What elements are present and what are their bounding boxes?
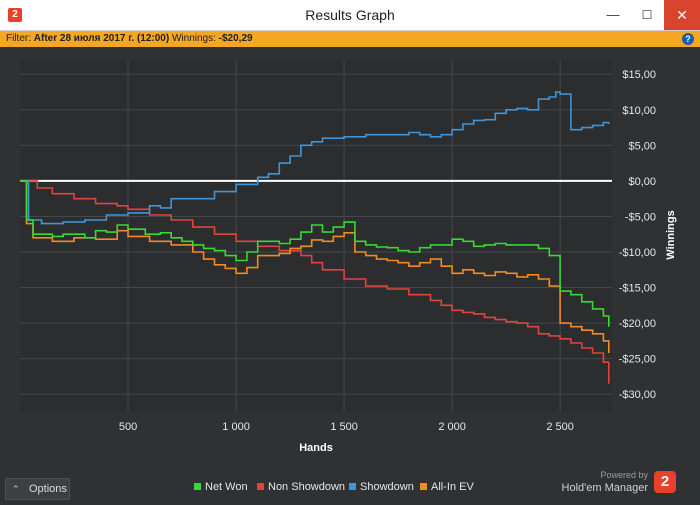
x-tick-label: 1 000 [222,421,250,433]
legend-swatch-net-won [194,483,201,490]
legend-label-net-won: Net Won [205,481,248,493]
legend-swatch-showdown [349,483,356,490]
minimize-icon[interactable]: — [606,7,620,22]
legend-item-net-won[interactable]: Net Won [194,479,248,495]
legend-item-non-showdown[interactable]: Non Showdown [257,479,345,495]
options-button[interactable]: ⌃ Options [5,478,70,500]
series-line-all-in-ev [20,180,610,353]
series-lines [20,91,610,384]
y-axis-label: Winnings [665,210,677,259]
brand-name: Hold'em Manager [561,482,648,494]
x-tick-label: 500 [119,421,137,433]
y-tick-label: -$30,00 [619,389,656,401]
filter-prefix: Filter: [6,33,34,44]
window-title: Results Graph [305,7,395,23]
options-label: Options [29,483,67,495]
hm-logo-icon: 2 [654,471,676,493]
x-tick-label: 2 000 [438,421,466,433]
y-axis-ticks: $15,00 $10,00 $5,00 $0,00 -$5,00 -$10,00 -$15,… [619,69,656,401]
x-tick-label: 2 500 [546,421,574,433]
title-bar[interactable]: 2 Results Graph — ☐ ✕ [0,0,700,31]
filter-winnings-label: Winnings: [169,33,219,44]
filter-winnings-value: -$20,29 [218,33,253,44]
plot-area [20,60,612,412]
powered-by-text: Powered by [600,470,648,480]
x-axis-label: Hands [299,442,333,454]
legend-label-allin-ev: All-In EV [431,481,474,493]
close-icon[interactable]: ✕ [664,0,700,30]
filter-summary: Filter: After 28 июля 2017 г. (12:00) Wi… [6,31,253,47]
chart-legend: Net Won Non Showdown Showdown All-In EV [0,479,700,495]
y-tick-label: -$5,00 [625,211,656,223]
legend-label-non-showdown: Non Showdown [268,481,346,493]
filter-bar: Filter: After 28 июля 2017 г. (12:00) Wi… [0,31,700,47]
legend-item-allin-ev[interactable]: All-In EV [420,479,474,495]
legend-item-showdown[interactable]: Showdown [349,479,414,495]
help-icon[interactable]: ? [682,33,694,45]
series-line-showdown [20,91,610,225]
results-chart: $15,00 $10,00 $5,00 $0,00 -$5,00 -$10,00 -$15,… [20,60,677,454]
x-axis-ticks: 500 1 000 1 500 2 000 2 500 [119,421,574,433]
maximize-icon[interactable]: ☐ [641,8,653,22]
legend-swatch-allin-ev [420,483,427,490]
y-tick-label: -$25,00 [619,354,656,366]
legend-label-showdown: Showdown [360,481,414,493]
legend-swatch-non-showdown [257,483,264,490]
series-line-net-won [20,180,610,327]
y-tick-label: $0,00 [628,176,656,188]
x-tick-label: 1 500 [330,421,358,433]
app-logo-icon: 2 [8,8,22,22]
filter-value: After 28 июля 2017 г. (12:00) [33,33,170,44]
y-tick-label: $15,00 [622,69,656,81]
y-tick-label: $10,00 [622,105,656,117]
series-line-non-showdown [20,180,610,384]
y-tick-label: $5,00 [628,140,656,152]
y-tick-label: -$20,00 [619,318,656,330]
branding: Powered by Hold'em Manager 2 [560,468,680,498]
chevron-up-icon: ⌃ [12,484,20,494]
y-tick-label: -$15,00 [619,283,656,295]
y-tick-label: -$10,00 [619,247,656,259]
